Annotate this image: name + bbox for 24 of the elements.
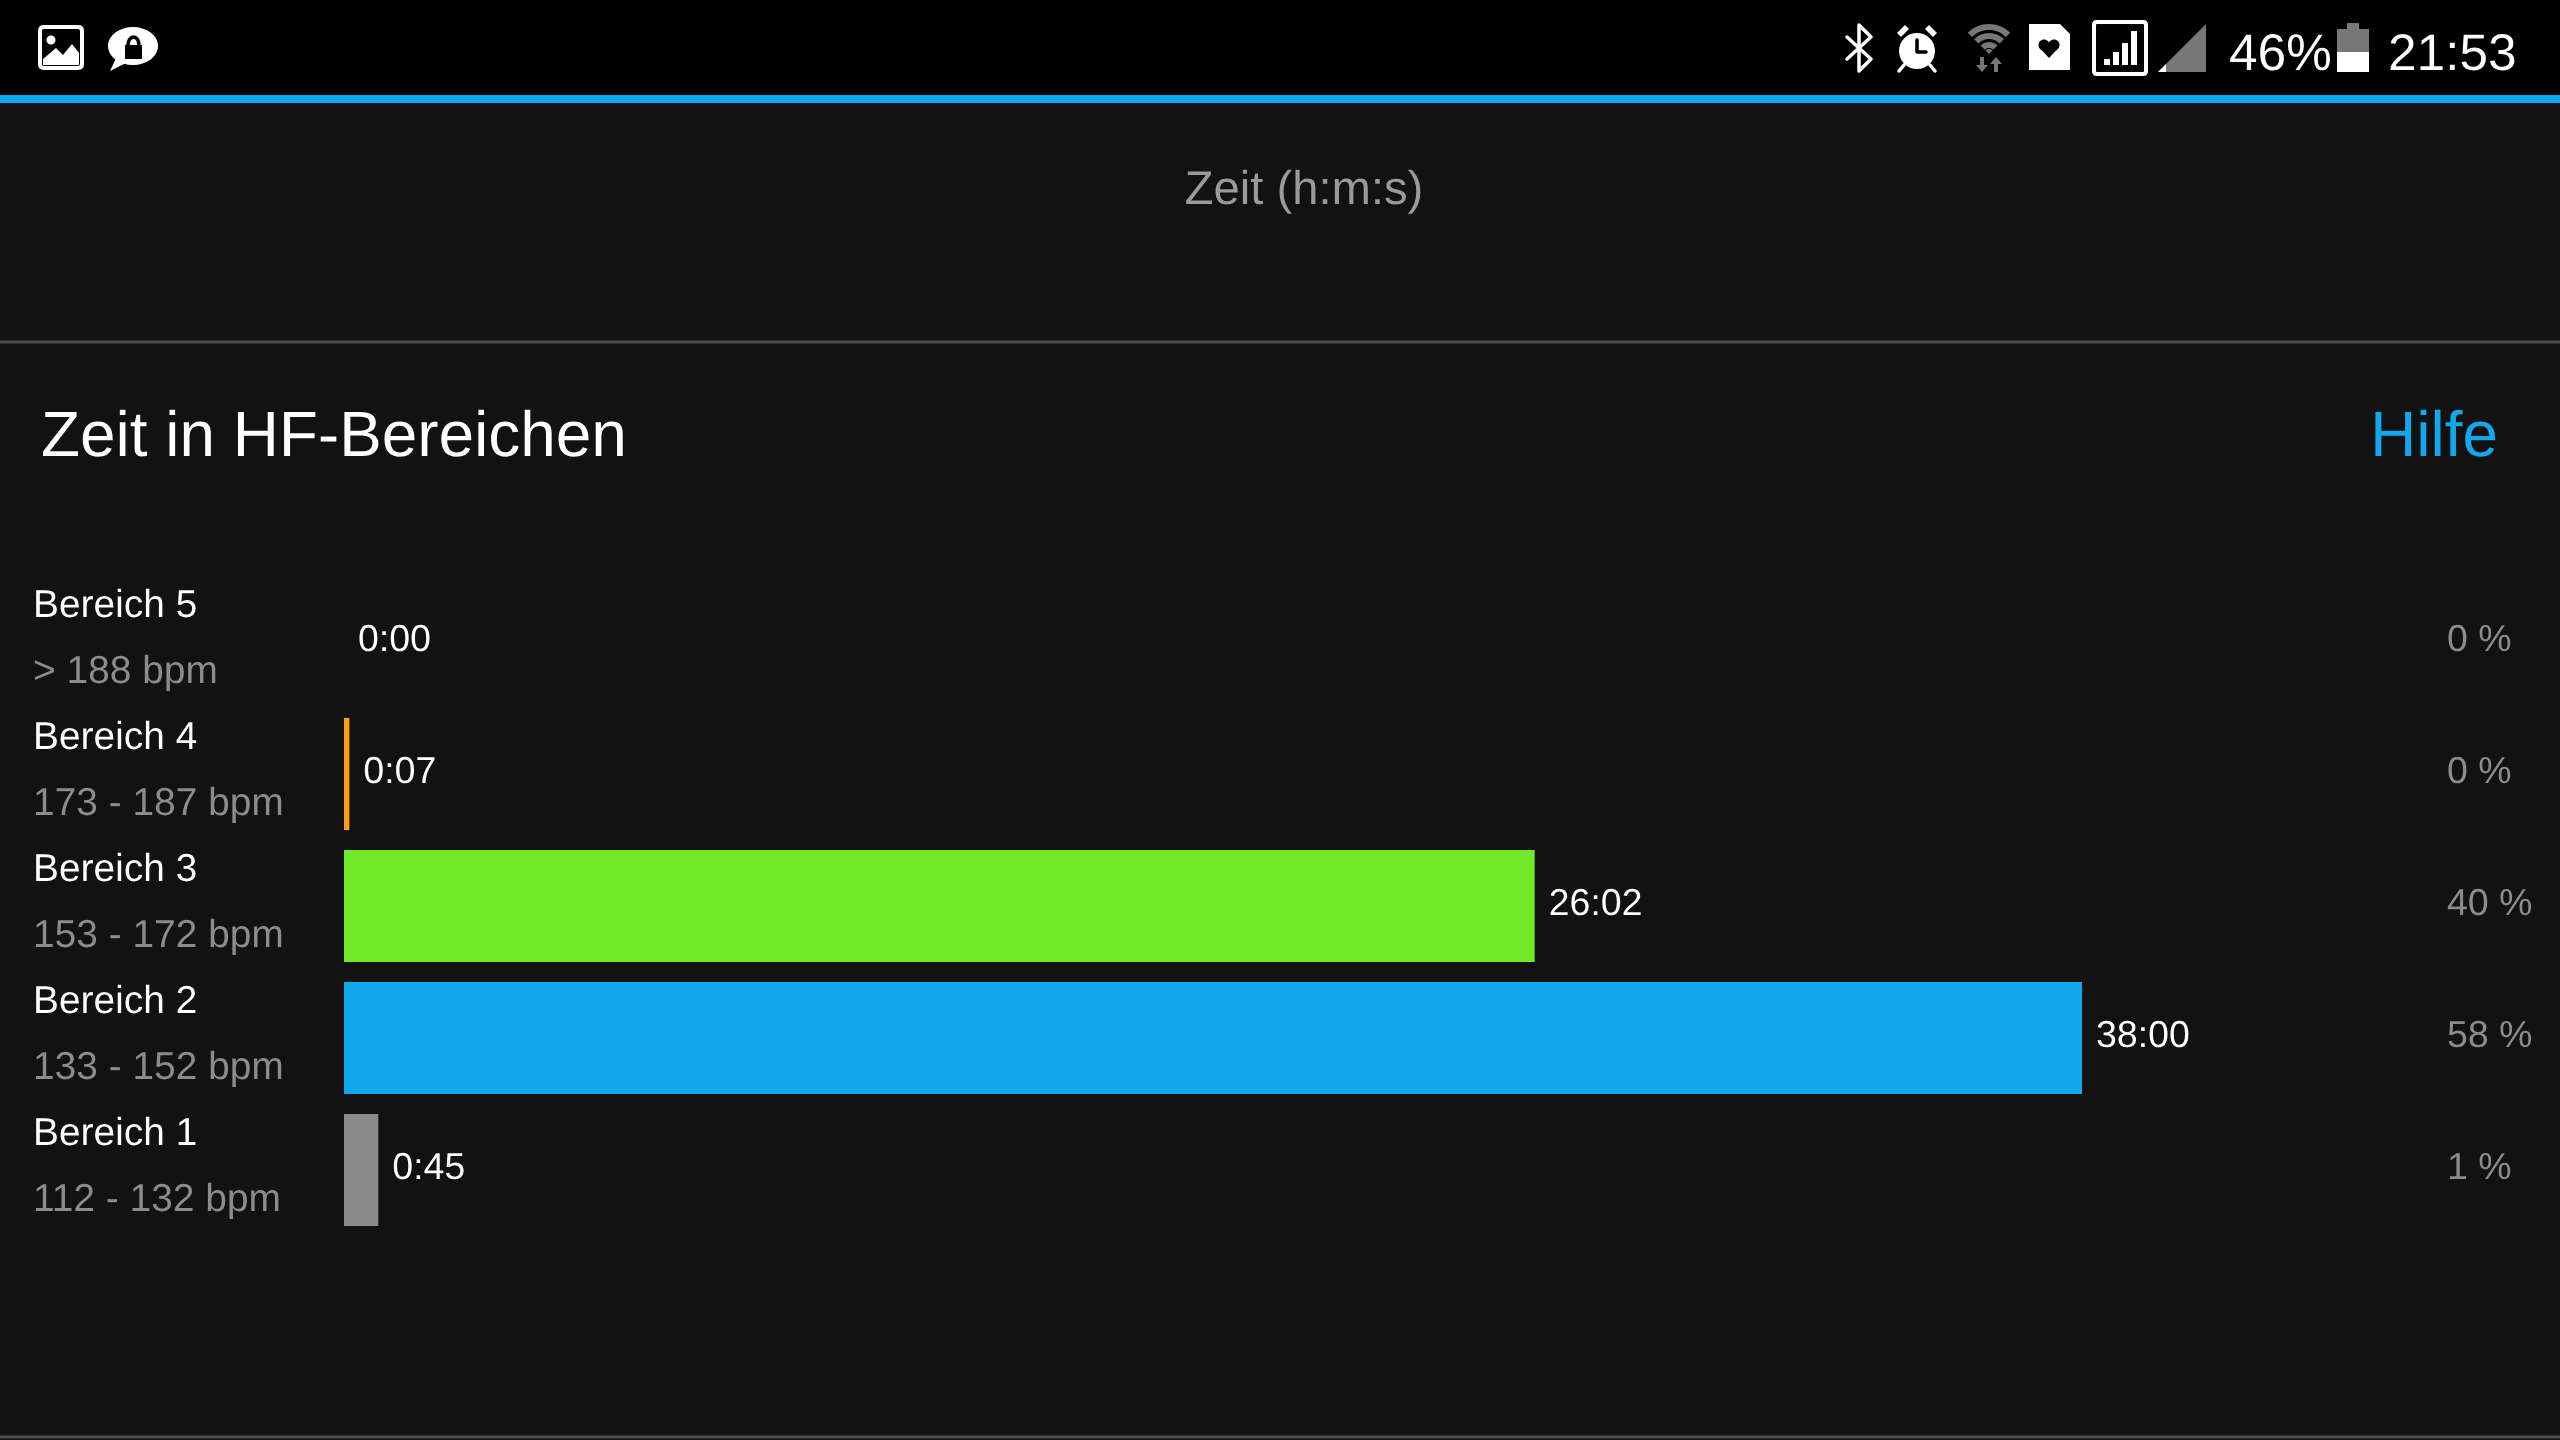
chart-title: Zeit in HF-Bereichen: [43, 409, 623, 457]
bar: [344, 717, 350, 831]
y-tick-label: Bereich 3 153 - 172 bpm: [35, 852, 282, 956]
data-label: 0:00: [359, 624, 430, 652]
text: 40 %: [2447, 888, 2532, 916]
y-tick-label: Bereich 2 133 - 152 bpm: [35, 984, 282, 1088]
text: 58 %: [2448, 1020, 2532, 1048]
bar: [344, 849, 1535, 963]
data-label: 0:07: [364, 756, 435, 784]
data-label: 26:02: [1550, 888, 1641, 916]
text: Zeit (h:m:s): [1186, 169, 1421, 214]
text: 46%: [2230, 34, 2331, 71]
text: 21:53: [2390, 34, 2515, 71]
text: 0 %: [2448, 756, 2511, 784]
bar: [344, 981, 2082, 1095]
y-tick-label: Bereich 1 112 - 132 bpm: [35, 1116, 279, 1220]
y-tick-label: Bereich 4 173 - 187 bpm: [35, 720, 282, 824]
bar: [344, 1113, 379, 1227]
data-label: 38:00: [2097, 1020, 2189, 1048]
text: 0 %: [2448, 624, 2511, 652]
data-label: 0:45: [393, 1152, 464, 1180]
text: Hilfe: [2375, 409, 2496, 457]
text: 1 %: [2449, 1152, 2511, 1180]
y-tick-label: Bereich 5 > 188 bpm: [34, 588, 216, 692]
